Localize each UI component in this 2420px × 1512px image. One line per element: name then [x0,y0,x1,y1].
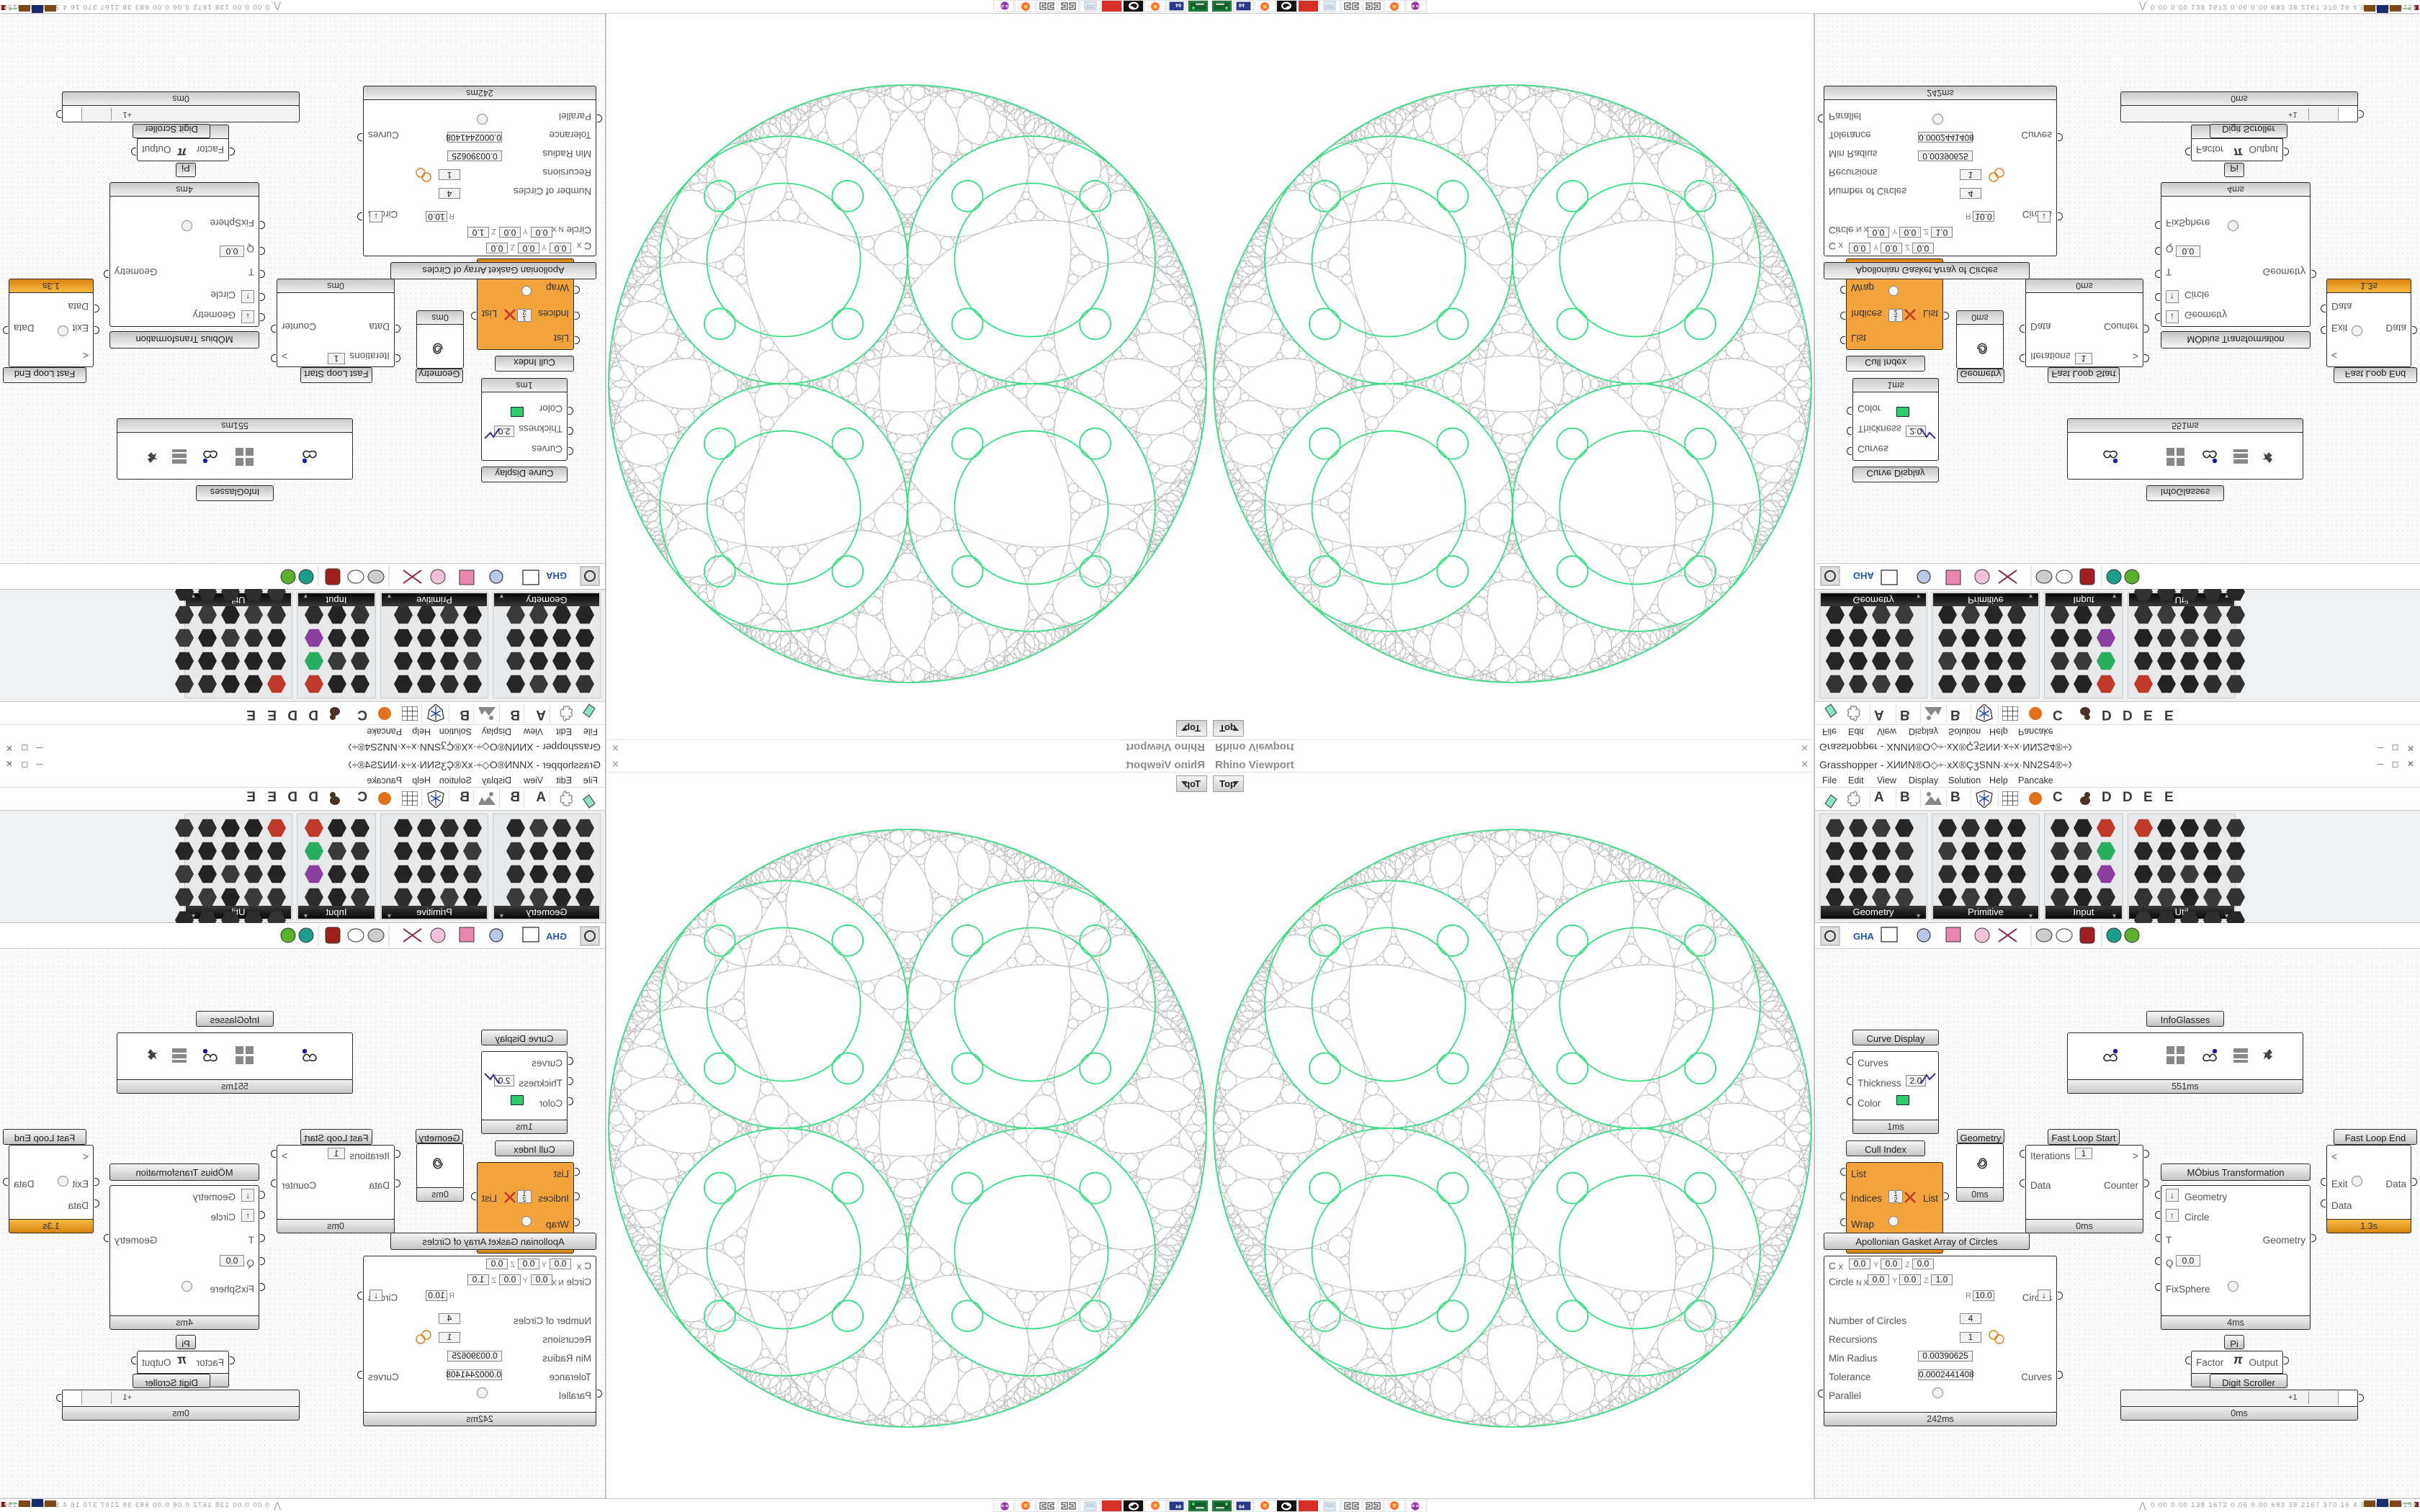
svg-text:64: 64 [1239,1505,1245,1510]
svg-text:GHA: GHA [1853,570,1875,581]
svg-text:GHA: GHA [546,570,568,581]
svg-text:64: 64 [1175,2,1181,7]
svg-text:GHA: GHA [546,931,568,942]
svg-text:64: 64 [1239,2,1245,7]
svg-text:GHA: GHA [1853,931,1875,942]
svg-text:64: 64 [1175,1505,1181,1510]
